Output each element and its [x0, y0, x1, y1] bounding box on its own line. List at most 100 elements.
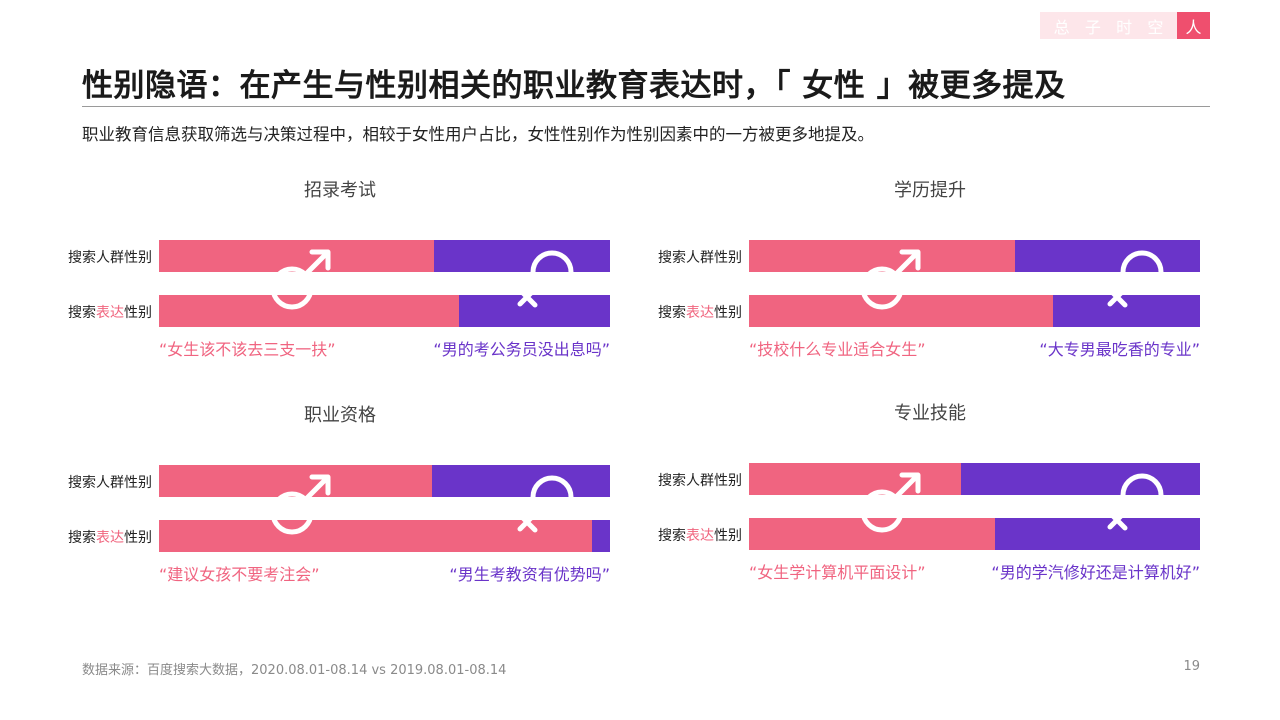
female-icon-wrap — [510, 248, 580, 322]
chart-panel: 专业技能 搜索人群性别 搜索表达性别 “女生学计算机平面设计” “男的学汽修好还是计算机… — [650, 399, 1210, 599]
bar-segment-female — [159, 240, 435, 272]
quote-male: “男的考公务员没出息吗” — [433, 340, 610, 359]
female-icon-wrap — [510, 473, 580, 547]
row-label-part: 搜索 — [68, 530, 96, 546]
female-symbol-icon — [516, 475, 574, 533]
male-icon-wrap — [856, 467, 926, 541]
bar-segment-female — [749, 518, 995, 550]
quote-male: “男生考教资有优势吗” — [449, 565, 610, 584]
title-divider — [82, 106, 1210, 107]
bar-segment-female — [159, 465, 432, 497]
bar-segment-male — [434, 240, 610, 272]
row-label-part: 搜索 — [68, 305, 96, 321]
row-label-part: 性别 — [124, 305, 152, 321]
row-label-expressed-gender: 搜索表达性别 — [60, 302, 152, 322]
row-label-audience-gender: 搜索人群性别 — [658, 250, 742, 266]
quote-female: “技校什么专业适合女生” — [749, 340, 926, 359]
brand-name: 总 子 时 空 — [1040, 12, 1177, 39]
female-symbol-cross — [516, 507, 542, 533]
brand-char: 总 — [1053, 17, 1070, 37]
bar-segment-male — [591, 520, 610, 552]
bar-segment-female — [159, 520, 592, 552]
male-symbol-ring — [270, 266, 314, 310]
brand-accent: 人 — [1177, 12, 1210, 39]
quote-female: “女生学计算机平面设计” — [749, 563, 926, 582]
row-label-highlight: 表达 — [686, 528, 714, 544]
row-label-expressed-gender: 搜索表达性别 — [60, 527, 152, 547]
bar-segment-female — [749, 295, 1054, 327]
brand-tag: 总 子 时 空 人 — [1040, 12, 1210, 39]
bar-segment-male — [1053, 295, 1200, 327]
chart-title: 职业资格 — [304, 405, 376, 426]
female-symbol-icon — [1106, 473, 1164, 531]
row-label-part: 性别 — [714, 305, 742, 321]
row-label-highlight: 表达 — [96, 530, 124, 546]
brand-char: 时 — [1116, 17, 1133, 37]
row-label-highlight: 表达 — [686, 305, 714, 321]
male-symbol-icon — [270, 249, 331, 310]
chart-title: 学历提升 — [894, 180, 966, 201]
row-label-expressed-gender: 搜索表达性别 — [650, 302, 742, 322]
stacked-bar — [159, 295, 610, 327]
female-icon-wrap — [1100, 248, 1170, 322]
chart-title: 招录考试 — [304, 180, 376, 201]
page-title: 性别隐语：在产生与性别相关的职业教育表达时，「 女性 」被更多提及 — [82, 68, 1066, 104]
stacked-bar — [159, 465, 610, 497]
female-symbol-cross — [516, 282, 542, 308]
stacked-bar — [159, 520, 610, 552]
male-symbol-icon — [270, 474, 331, 535]
male-symbol-ring — [860, 266, 904, 310]
female-symbol-icon — [1106, 250, 1164, 308]
quote-male: “大专男最吃香的专业” — [1039, 340, 1200, 359]
male-symbol-arrow — [303, 249, 331, 277]
bar-segment-male — [431, 465, 610, 497]
quote-female: “女生该不该去三支一扶” — [159, 340, 336, 359]
female-symbol-ring — [1120, 473, 1164, 517]
male-icon-wrap — [266, 244, 336, 318]
quote-female: “建议女孩不要考注会” — [159, 565, 320, 584]
female-symbol-cross — [1106, 505, 1132, 531]
bar-segment-male — [458, 295, 610, 327]
bar-segment-male — [1015, 240, 1200, 272]
male-icon-wrap — [266, 469, 336, 543]
male-symbol-ring — [270, 491, 314, 535]
male-symbol-arrow — [303, 474, 331, 502]
female-symbol-ring — [530, 250, 574, 294]
male-symbol-arrow — [893, 249, 921, 277]
female-icon-wrap — [1100, 471, 1170, 545]
female-symbol-ring — [1120, 250, 1164, 294]
female-symbol-cross — [1106, 282, 1132, 308]
male-symbol-ring — [860, 489, 904, 533]
stacked-bar — [749, 463, 1200, 495]
brand-char: 空 — [1147, 17, 1164, 37]
row-label-part: 性别 — [714, 528, 742, 544]
row-label-part: 搜索 — [658, 528, 686, 544]
quote-male: “男的学汽修好还是计算机好” — [991, 563, 1200, 582]
bar-segment-female — [749, 463, 961, 495]
row-label-audience-gender: 搜索人群性别 — [658, 473, 742, 489]
stacked-bar — [749, 518, 1200, 550]
row-label-part: 搜索 — [658, 305, 686, 321]
male-symbol-arrow — [893, 472, 921, 500]
female-symbol-icon — [516, 250, 574, 308]
stacked-bar — [749, 295, 1200, 327]
stacked-bar — [159, 240, 610, 272]
chart-panel: 招录考试 搜索人群性别 搜索表达性别 “女生该不该去三支一扶” “男的考公务员没出息吗” — [60, 176, 620, 376]
chart-panel: 学历提升 搜索人群性别 搜索表达性别 “技校什么专业适合女生” “大专男最吃香的专业” — [650, 176, 1210, 376]
male-symbol-icon — [860, 472, 921, 533]
male-icon-wrap — [856, 244, 926, 318]
bar-segment-male — [994, 518, 1200, 550]
male-symbol-icon — [860, 249, 921, 310]
chart-panel: 职业资格 搜索人群性别 搜索表达性别 “建议女孩不要考注会” “男生考教资有优势吗” — [60, 401, 620, 601]
data-source: 数据来源：百度搜索大数据，2020.08.01-08.14 vs 2019.08… — [82, 663, 507, 678]
brand-char: 子 — [1084, 17, 1101, 37]
female-symbol-ring — [530, 475, 574, 519]
row-label-highlight: 表达 — [96, 305, 124, 321]
row-label-expressed-gender: 搜索表达性别 — [650, 525, 742, 545]
page-number: 19 — [1183, 659, 1200, 674]
page-subtitle: 职业教育信息获取筛选与决策过程中，相较于女性用户占比，女性性别作为性别因素中的一… — [82, 125, 874, 144]
chart-title: 专业技能 — [894, 403, 966, 424]
row-label-audience-gender: 搜索人群性别 — [68, 250, 152, 266]
row-label-part: 性别 — [124, 530, 152, 546]
row-label-audience-gender: 搜索人群性别 — [68, 475, 152, 491]
